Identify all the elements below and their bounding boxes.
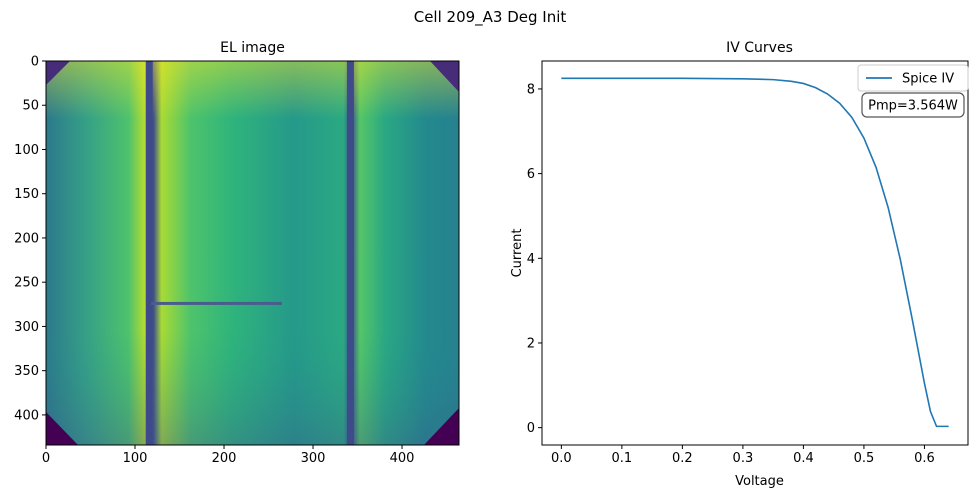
- y-tick-label: 400: [14, 408, 39, 423]
- figure-suptitle: Cell 209_A3 Deg Init: [414, 8, 567, 27]
- x-tick-label: 0.2: [672, 451, 693, 466]
- y-tick-label: 4: [527, 252, 535, 267]
- y-tick-label: 8: [527, 82, 535, 97]
- el-image-frame: [45, 60, 460, 446]
- pmp-annotation: Pmp=3.564W: [861, 92, 965, 118]
- y-tick-label: 350: [14, 364, 39, 379]
- y-tick-label: 100: [14, 143, 39, 158]
- busbar-line: [346, 61, 354, 445]
- x-tick-label: 0.0: [551, 451, 572, 466]
- x-tick-label: 0.6: [914, 451, 935, 466]
- annotation-text: Pmp=3.564W: [868, 99, 958, 114]
- legend: Spice IV: [857, 64, 969, 92]
- y-tick-label: 0: [527, 421, 535, 436]
- y-tick-label: 50: [22, 99, 39, 114]
- annotation-box: [861, 92, 965, 118]
- x-tick-label: 200: [212, 451, 237, 466]
- corner-bottom-right: [424, 408, 459, 445]
- crack-line: [151, 301, 282, 305]
- y-tick-label: 150: [14, 187, 39, 202]
- x-tick-label: 300: [301, 451, 326, 466]
- y-tick-label: 200: [14, 231, 39, 246]
- y-tick-label: 2: [527, 336, 535, 351]
- iv-plot-area: [541, 60, 969, 446]
- el-image-panel: EL image 0 100 200 300 400 0 50 100 150 200 250 30…: [14, 40, 460, 466]
- el-image-heatmap: [46, 61, 459, 445]
- x-tick-label: 100: [123, 451, 148, 466]
- busbar-line: [145, 61, 153, 445]
- el-x-axis: 0 100 200 300 400: [42, 445, 415, 466]
- series-line-spice-iv: [561, 77, 949, 428]
- corner-top-right: [430, 61, 459, 92]
- y-tick-label: 6: [527, 167, 535, 182]
- y-tick-label: 250: [14, 276, 39, 291]
- iv-y-axis-label: Current: [510, 229, 525, 278]
- corner-top-left: [46, 61, 70, 85]
- x-tick-label: 0.4: [793, 451, 814, 466]
- x-tick-label: 0.3: [733, 451, 754, 466]
- iv-curves-panel: IV Curves 0.0 0.1 0.2 0.3 0.4 0.5 0.6 0 2 4 6 8 Vo…: [510, 40, 969, 489]
- corner-bottom-left: [46, 412, 78, 445]
- iv-x-axis: 0.0 0.1 0.2 0.3 0.4 0.5 0.6: [551, 445, 935, 466]
- y-tick-label: 0: [31, 55, 39, 70]
- iv-x-axis-label: Voltage: [735, 474, 784, 489]
- el-image-title: EL image: [220, 40, 285, 56]
- el-y-axis: 0 50 100 150 200 250 300 350 400: [14, 55, 46, 423]
- x-tick-label: 0.5: [854, 451, 875, 466]
- x-tick-label: 400: [390, 451, 415, 466]
- legend-label: Spice IV: [902, 72, 954, 87]
- y-tick-label: 300: [14, 320, 39, 335]
- legend-box: [857, 64, 969, 92]
- x-tick-label: 0: [42, 451, 50, 466]
- x-tick-label: 0.1: [612, 451, 633, 466]
- iv-curves-title: IV Curves: [726, 40, 793, 56]
- iv-y-axis: 0 2 4 6 8: [527, 82, 542, 436]
